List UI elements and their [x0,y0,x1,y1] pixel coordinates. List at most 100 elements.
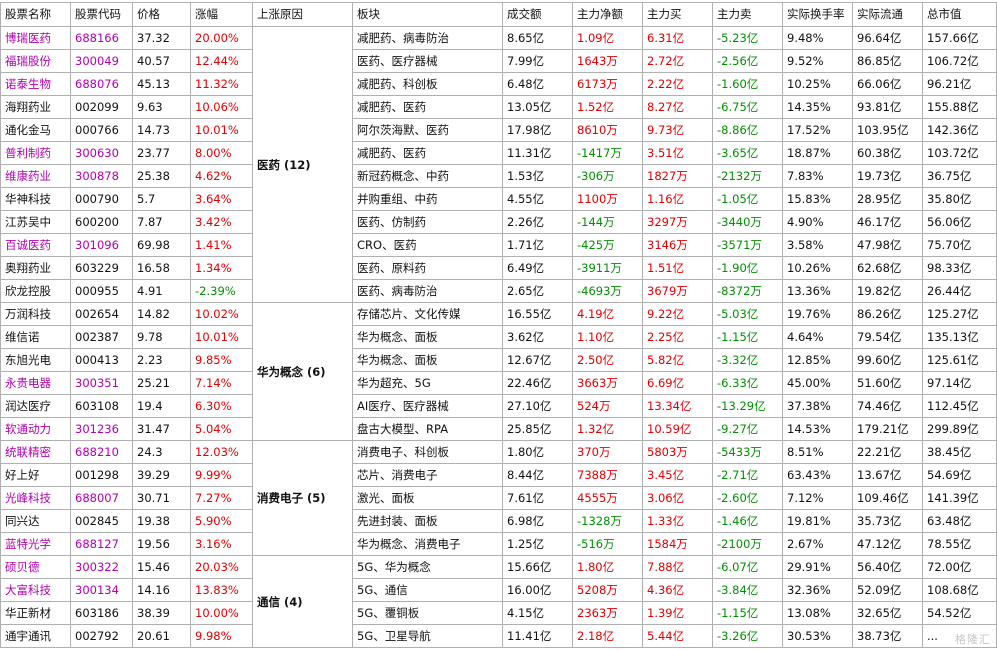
turnover-rate-cell: 10.25% [782,72,853,96]
table-row[interactable]: 永贵电器 300351 25.21 7.14% 华为超充、5G 22.46亿 3663万 6.… [0,371,997,395]
table-row[interactable]: 维康药业 300878 25.38 4.62% 新冠药概念、中药 1.53亿 -306万 18… [0,164,997,188]
column-header-cap[interactable]: 总市值 [922,2,997,27]
turnover-cell: 25.85亿 [502,417,573,441]
main-buy-cell: 6.31亿 [642,26,713,50]
main-sell-cell: -5433万 [712,440,783,464]
net-amount-cell: -516万 [572,532,643,556]
column-header-reason[interactable]: 上涨原因 [252,2,353,27]
board-cell: AI医疗、医疗器械 [352,394,503,418]
main-sell-cell: -2132万 [712,164,783,188]
table-row[interactable]: 通化金马 000766 14.73 10.01% 阿尔茨海默、医药 17.98亿 8610万… [0,118,997,142]
board-cell: 华为概念、消费电子 [352,532,503,556]
column-header-sell[interactable]: 主力卖 [712,2,783,27]
board-cell: 医药、病毒防治 [352,279,503,303]
float-cap-cell: 79.54亿 [852,325,923,349]
column-header-price[interactable]: 价格 [132,2,191,27]
board-cell: 阿尔茨海默、医药 [352,118,503,142]
main-sell-cell: -3440万 [712,210,783,234]
stock-name: 硕贝德 [0,555,71,579]
net-amount-cell: 370万 [572,440,643,464]
price-cell: 19.56 [132,532,191,556]
float-cap-cell: 32.65亿 [852,601,923,625]
table-row[interactable]: 硕贝德 300322 15.46 20.03% 通信 (4) 5G、华为概念 15.66亿 1… [0,555,997,648]
stock-name: 蓝特光学 [0,532,71,556]
price-cell: 15.46 [132,555,191,579]
total-cap-cell: 103.72亿 [922,141,997,165]
table-row[interactable]: 江苏吴中 600200 7.87 3.42% 医药、仿制药 2.26亿 -144万 3297万… [0,210,997,234]
float-cap-cell: 86.85亿 [852,49,923,73]
table-row[interactable]: 华神科技 000790 5.7 3.64% 并购重组、中药 4.55亿 1100万 1.16亿… [0,187,997,211]
table-row[interactable]: 润达医疗 603108 19.4 6.30% AI医疗、医疗器械 27.10亿 524万 13… [0,394,997,418]
price-cell: 9.63 [132,95,191,119]
board-cell: 减肥药、医药 [352,95,503,119]
column-header-code[interactable]: 股票代码 [70,2,133,27]
column-header-float[interactable]: 实际流通 [852,2,923,27]
table-row[interactable]: 普利制药 300630 23.77 8.00% 减肥药、医药 11.31亿 -1417万 3.… [0,141,997,165]
turnover-rate-cell: 37.38% [782,394,853,418]
turnover-cell: 11.41亿 [502,624,573,648]
table-row[interactable]: 大富科技 300134 14.16 13.83% 5G、通信 16.00亿 5208万 4.3… [0,578,997,602]
column-header-buy[interactable]: 主力买 [642,2,713,27]
change-cell: 8.00% [190,141,253,165]
total-cap-cell: 125.61亿 [922,348,997,372]
table-row[interactable]: 蓝特光学 688127 19.56 3.16% 华为概念、消费电子 1.25亿 -516万 1… [0,532,997,556]
main-buy-cell: 1827万 [642,164,713,188]
main-sell-cell: -3571万 [712,233,783,257]
float-cap-cell: 62.68亿 [852,256,923,280]
table-row[interactable]: 统联精密 688210 24.3 12.03% 消费电子 (5) 消费电子、科创板 1.80… [0,440,997,556]
board-cell: 华为超充、5G [352,371,503,395]
main-sell-cell: -5.03亿 [712,302,783,326]
main-buy-cell: 2.72亿 [642,49,713,73]
float-cap-cell: 96.64亿 [852,26,923,50]
turnover-cell: 3.62亿 [502,325,573,349]
table-row[interactable]: 奥翔药业 603229 16.58 1.34% 医药、原料药 6.49亿 -3911万 1.5… [0,256,997,280]
board-cell: 减肥药、病毒防治 [352,26,503,50]
table-row[interactable]: 华正新材 603186 38.39 10.00% 5G、覆铜板 4.15亿 2363万 1.3… [0,601,997,625]
column-header-turnover[interactable]: 成交额 [502,2,573,27]
table-row[interactable]: 博瑞医药 688166 37.32 20.00% 医药 (12) 减肥药、病毒防治 8.65… [0,26,997,303]
change-cell: 7.14% [190,371,253,395]
column-header-board[interactable]: 板块 [352,2,503,27]
table-row[interactable]: 同兴达 002845 19.38 5.90% 先进封装、面板 6.98亿 -1328万 1.3… [0,509,997,533]
column-header-rate[interactable]: 实际换手率 [782,2,853,27]
table-row[interactable]: 百诚医药 301096 69.98 1.41% CRO、医药 1.71亿 -425万 3146… [0,233,997,257]
sector-label: 通信 (4) [252,555,353,648]
table-row[interactable]: 通宇通讯 002792 20.61 9.98% 5G、卫星导航 11.41亿 2.18亿 5.… [0,624,997,648]
main-sell-cell: -1.15亿 [712,325,783,349]
stock-code: 300322 [70,555,133,579]
table-row[interactable]: 海翔药业 002099 9.63 10.06% 减肥药、医药 13.05亿 1.52亿 8.2… [0,95,997,119]
net-amount-cell: 1.09亿 [572,26,643,50]
stock-name: 光峰科技 [0,486,71,510]
table-row[interactable]: 好上好 001298 39.29 9.99% 芯片、消费电子 8.44亿 7388万 3.45… [0,463,997,487]
table-row[interactable]: 欣龙控股 000955 4.91 -2.39% 医药、病毒防治 2.65亿 -4693万 36… [0,279,997,303]
table-row[interactable]: 软通动力 301236 31.47 5.04% 盘古大模型、RPA 25.85亿 1.32亿… [0,417,997,441]
net-amount-cell: 1100万 [572,187,643,211]
stock-name: 普利制药 [0,141,71,165]
price-cell: 14.82 [132,302,191,326]
price-cell: 4.91 [132,279,191,303]
change-cell: 10.00% [190,601,253,625]
stock-name: 欣龙控股 [0,279,71,303]
turnover-rate-cell: 12.85% [782,348,853,372]
column-header-net[interactable]: 主力净额 [572,2,643,27]
float-cap-cell: 52.09亿 [852,578,923,602]
board-cell: 减肥药、科创板 [352,72,503,96]
table-row[interactable]: 诺泰生物 688076 45.13 11.32% 减肥药、科创板 6.48亿 6173万 2.… [0,72,997,96]
turnover-cell: 1.80亿 [502,440,573,464]
table-row[interactable]: 福瑞股份 300049 40.57 12.44% 医药、医疗器械 7.99亿 1643万 2.… [0,49,997,73]
price-cell: 19.38 [132,509,191,533]
turnover-rate-cell: 7.12% [782,486,853,510]
column-header-change[interactable]: 涨幅 [190,2,253,27]
stock-code: 001298 [70,463,133,487]
total-cap-cell: 142.36亿 [922,118,997,142]
main-sell-cell: -5.23亿 [712,26,783,50]
change-cell: 5.04% [190,417,253,441]
main-buy-cell: 3.45亿 [642,463,713,487]
table-row[interactable]: 东旭光电 000413 2.23 9.85% 华为概念、面板 12.67亿 2.50亿 5.8… [0,348,997,372]
net-amount-cell: -306万 [572,164,643,188]
table-row[interactable]: 维信诺 002387 9.78 10.01% 华为概念、面板 3.62亿 1.10亿 2.25… [0,325,997,349]
table-row[interactable]: 光峰科技 688007 30.71 7.27% 激光、面板 7.61亿 4555万 3.06亿… [0,486,997,510]
column-header-name[interactable]: 股票名称 [0,2,71,27]
price-cell: 7.87 [132,210,191,234]
table-row[interactable]: 万润科技 002654 14.82 10.02% 华为概念 (6) 存储芯片、文化传媒 16… [0,302,997,441]
